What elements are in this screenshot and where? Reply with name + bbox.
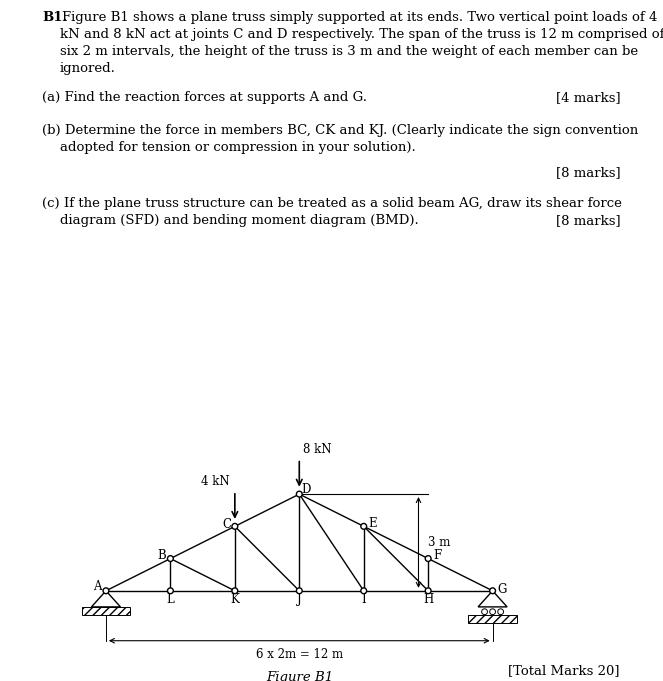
Text: J: J [297,593,302,606]
Text: kN and 8 kN act at joints C and D respectively. The span of the truss is 12 m co: kN and 8 kN act at joints C and D respec… [60,28,663,41]
Circle shape [498,609,504,615]
Text: D: D [302,483,311,496]
Circle shape [232,524,238,529]
Text: 3 m: 3 m [428,536,451,549]
Text: Figure B1: Figure B1 [266,671,333,681]
Text: C: C [222,518,231,531]
Text: K: K [231,593,239,606]
Text: [4 marks]: [4 marks] [556,91,621,104]
Text: 6 x 2m = 12 m: 6 x 2m = 12 m [256,648,343,661]
Circle shape [361,588,367,594]
Text: [8 marks]: [8 marks] [556,215,621,227]
Text: E: E [369,517,377,530]
Circle shape [490,609,495,615]
Text: (b) Determine the force in members BC, CK and KJ. (Clearly indicate the sign con: (b) Determine the force in members BC, C… [42,124,638,137]
Text: F: F [433,550,442,563]
Circle shape [296,588,302,594]
Text: [Total Marks 20]: [Total Marks 20] [509,664,620,678]
Text: Figure B1 shows a plane truss simply supported at its ends. Two vertical point l: Figure B1 shows a plane truss simply sup… [62,11,658,24]
Text: B1.: B1. [42,11,67,24]
Text: adopted for tension or compression in your solution).: adopted for tension or compression in yo… [60,141,416,154]
Text: I: I [361,593,366,606]
Text: A: A [93,580,101,593]
Text: 4 kN: 4 kN [201,475,230,488]
Text: 8 kN: 8 kN [303,443,332,456]
Circle shape [361,524,367,529]
Circle shape [296,491,302,497]
Text: diagram (SFD) and bending moment diagram (BMD).: diagram (SFD) and bending moment diagram… [60,215,419,227]
Text: (a) Find the reaction forces at supports A and G.: (a) Find the reaction forces at supports… [42,91,367,104]
Text: (c) If the plane truss structure can be treated as a solid beam AG, draw its she: (c) If the plane truss structure can be … [42,197,622,210]
Text: ignored.: ignored. [60,62,116,75]
Bar [82,607,130,615]
Circle shape [168,588,173,594]
Circle shape [168,556,173,561]
Circle shape [425,556,431,561]
Text: B: B [157,550,166,563]
Text: six 2 m intervals, the height of the truss is 3 m and the weight of each member : six 2 m intervals, the height of the tru… [60,45,638,58]
Circle shape [490,588,495,594]
Circle shape [103,588,109,594]
Bar [469,615,516,623]
Circle shape [481,609,487,615]
Circle shape [425,588,431,594]
Text: H: H [423,593,434,606]
Text: [8 marks]: [8 marks] [556,166,621,179]
Text: L: L [166,593,174,606]
Text: G: G [497,583,507,596]
Circle shape [232,588,238,594]
